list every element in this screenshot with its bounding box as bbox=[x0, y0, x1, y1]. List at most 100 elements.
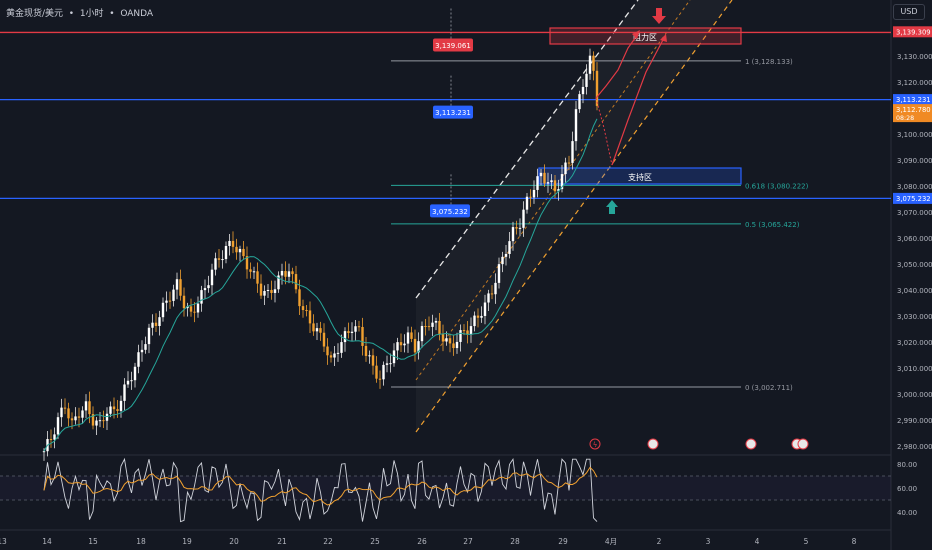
candle-body[interactable] bbox=[564, 162, 567, 175]
candle-body[interactable] bbox=[459, 330, 462, 342]
candle-body[interactable] bbox=[235, 246, 238, 253]
candle-body[interactable] bbox=[298, 289, 301, 307]
candle-body[interactable] bbox=[543, 172, 546, 184]
projection-rebound-path[interactable] bbox=[611, 37, 665, 166]
candle-body[interactable] bbox=[466, 330, 469, 335]
candle-body[interactable] bbox=[186, 306, 189, 309]
candle-body[interactable] bbox=[161, 302, 165, 318]
candle-body[interactable] bbox=[287, 271, 291, 277]
candle-body[interactable] bbox=[403, 343, 406, 346]
candle-body[interactable] bbox=[67, 408, 70, 419]
candle-body[interactable] bbox=[123, 384, 126, 401]
candle-body[interactable] bbox=[144, 344, 147, 350]
candle-body[interactable] bbox=[473, 315, 476, 327]
candle-body[interactable] bbox=[56, 417, 60, 435]
candle-body[interactable] bbox=[347, 331, 350, 333]
candle-body[interactable] bbox=[494, 282, 497, 295]
candle-body[interactable] bbox=[172, 289, 175, 301]
candle-body[interactable] bbox=[350, 331, 354, 333]
candle-body[interactable] bbox=[441, 334, 445, 342]
candle-body[interactable] bbox=[284, 270, 287, 277]
candle-body[interactable] bbox=[189, 306, 193, 312]
candle-body[interactable] bbox=[574, 109, 578, 142]
candle-body[interactable] bbox=[154, 322, 158, 326]
candle-body[interactable] bbox=[294, 274, 298, 290]
candle-body[interactable] bbox=[490, 293, 494, 295]
candle-body[interactable] bbox=[182, 295, 186, 309]
candle-body[interactable] bbox=[413, 338, 417, 353]
candle-body[interactable] bbox=[518, 227, 522, 229]
candle-body[interactable] bbox=[469, 326, 473, 335]
candle-body[interactable] bbox=[546, 182, 550, 184]
candle-body[interactable] bbox=[396, 342, 399, 351]
candle-body[interactable] bbox=[238, 248, 242, 253]
candle-body[interactable] bbox=[557, 189, 560, 192]
candle-body[interactable] bbox=[595, 70, 599, 106]
candle-body[interactable] bbox=[340, 342, 343, 353]
candle-body[interactable] bbox=[480, 315, 483, 318]
candle-body[interactable] bbox=[249, 269, 252, 272]
candle-body[interactable] bbox=[357, 326, 361, 328]
candle-body[interactable] bbox=[343, 331, 347, 343]
candle-body[interactable] bbox=[98, 420, 102, 422]
candle-body[interactable] bbox=[431, 322, 434, 327]
candle-body[interactable] bbox=[371, 355, 375, 366]
candle-body[interactable] bbox=[266, 289, 270, 291]
candle-body[interactable] bbox=[224, 245, 228, 260]
candle-body[interactable] bbox=[214, 258, 217, 270]
flash-event-icon[interactable] bbox=[589, 438, 601, 450]
candle-body[interactable] bbox=[179, 279, 182, 296]
candle-body[interactable] bbox=[273, 289, 277, 293]
interval-label[interactable]: 1小时 bbox=[79, 9, 104, 19]
candle-body[interactable] bbox=[259, 283, 263, 296]
candle-body[interactable] bbox=[497, 264, 501, 283]
channel-upper-line[interactable] bbox=[415, 0, 639, 299]
candle-body[interactable] bbox=[385, 363, 389, 365]
candle-body[interactable] bbox=[140, 349, 144, 353]
candle-body[interactable] bbox=[532, 189, 536, 198]
candle-body[interactable] bbox=[434, 320, 438, 323]
candle-body[interactable] bbox=[312, 323, 315, 332]
candle-body[interactable] bbox=[231, 240, 235, 247]
candle-body[interactable] bbox=[438, 320, 441, 335]
candle-body[interactable] bbox=[245, 256, 249, 270]
candle-body[interactable] bbox=[88, 401, 91, 415]
candle-body[interactable] bbox=[483, 302, 487, 316]
candle-body[interactable] bbox=[147, 327, 151, 345]
candle-body[interactable] bbox=[263, 290, 266, 296]
candle-body[interactable] bbox=[151, 322, 154, 328]
candle-body[interactable] bbox=[315, 328, 319, 332]
candle-body[interactable] bbox=[168, 300, 172, 302]
projection-down-path[interactable] bbox=[595, 97, 613, 166]
candle-body[interactable] bbox=[280, 270, 284, 276]
candle-body[interactable] bbox=[550, 180, 553, 183]
currency-button[interactable]: USD bbox=[893, 4, 925, 20]
candle-body[interactable] bbox=[476, 315, 480, 318]
candle-body[interactable] bbox=[511, 227, 515, 242]
candle-body[interactable] bbox=[270, 289, 273, 293]
candle-body[interactable] bbox=[210, 269, 214, 286]
candle-body[interactable] bbox=[119, 400, 123, 411]
candle-body[interactable] bbox=[196, 303, 200, 313]
us-flag-event-icon-4[interactable] bbox=[797, 438, 809, 450]
candle-body[interactable] bbox=[375, 365, 378, 379]
candle-body[interactable] bbox=[256, 271, 259, 284]
candle-body[interactable] bbox=[217, 258, 221, 260]
candle-body[interactable] bbox=[305, 310, 308, 312]
candle-body[interactable] bbox=[368, 355, 371, 357]
candle-body[interactable] bbox=[112, 406, 116, 410]
candle-body[interactable] bbox=[116, 409, 119, 411]
candle-body[interactable] bbox=[77, 416, 81, 418]
support-zone[interactable] bbox=[538, 167, 742, 185]
candle-body[interactable] bbox=[567, 162, 571, 164]
candle-body[interactable] bbox=[130, 380, 133, 382]
candle-body[interactable] bbox=[95, 420, 98, 426]
candle-body[interactable] bbox=[228, 240, 231, 246]
symbol-name[interactable]: 黄金现货/美元 bbox=[6, 9, 64, 19]
candle-body[interactable] bbox=[571, 141, 574, 163]
candle-body[interactable] bbox=[322, 332, 326, 347]
us-flag-event-icon-2[interactable] bbox=[745, 438, 757, 450]
candle-body[interactable] bbox=[137, 352, 140, 367]
candle-body[interactable] bbox=[319, 328, 322, 333]
